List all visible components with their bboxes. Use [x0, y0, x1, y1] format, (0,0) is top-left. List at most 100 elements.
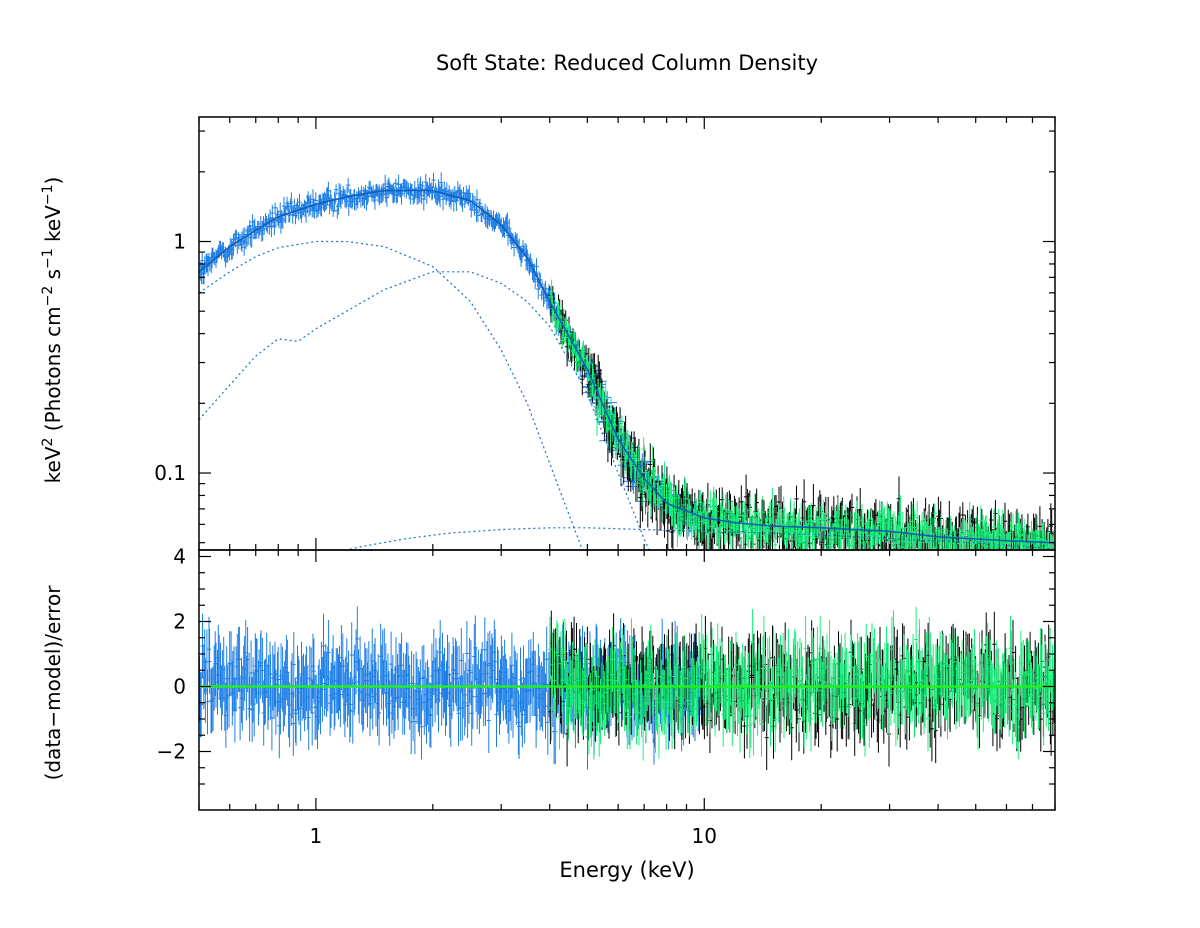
- spectrum-data-point: [913, 529, 918, 550]
- spectrum-data-point: [911, 531, 916, 550]
- residual-data-point: [249, 640, 254, 706]
- spectrum-data-point: [991, 508, 997, 550]
- residual-data-point: [1007, 671, 1012, 737]
- residual-data-point: [486, 688, 491, 753]
- spectrum-data-point: [636, 445, 641, 479]
- residual-data-point: [276, 647, 281, 712]
- spectrum-data-point: [742, 501, 747, 533]
- residual-data-point: [908, 659, 913, 725]
- residual-data-point: [857, 637, 862, 703]
- spectrum-data-point: [747, 496, 753, 526]
- residual-data-point: [992, 611, 997, 677]
- residual-data-point: [949, 639, 954, 705]
- residual-data-point: [782, 673, 786, 739]
- residual-data-point: [306, 685, 311, 750]
- spectrum-data-point: [717, 523, 722, 550]
- spectrum-data-point: [918, 523, 923, 550]
- spectrum-data-point: [858, 526, 863, 550]
- spectrum-data-point: [956, 544, 958, 550]
- residual-data-point: [848, 634, 853, 700]
- residual-frame: [198, 549, 1056, 811]
- spectrum-data-point: [310, 189, 316, 211]
- residual-data-point: [521, 645, 526, 711]
- spectrum-data-point: [924, 521, 929, 550]
- residual-series-blue: [199, 606, 706, 770]
- residual-data-point: [418, 659, 423, 725]
- residual-data-point: [547, 616, 552, 682]
- spectrum-data-point: [573, 331, 578, 357]
- residual-data-point: [311, 638, 316, 704]
- spectrum-data-point: [732, 506, 737, 537]
- x-tick-label: 1: [310, 824, 323, 848]
- spectrum-data-point: [865, 519, 870, 550]
- residual-data-point: [381, 660, 386, 726]
- residual-data-point: [609, 642, 614, 708]
- residual-data-point: [310, 680, 315, 746]
- spectrum-data-point: [812, 526, 817, 550]
- spectrum-data-point: [247, 219, 252, 233]
- spectrum-data-point: [781, 496, 786, 525]
- residual-data-point: [710, 628, 715, 694]
- spectrum-data-point: [431, 172, 436, 188]
- spectrum-data-point: [1011, 531, 1013, 550]
- spectrum-data-point: [798, 525, 803, 550]
- spectrum-data-point: [346, 178, 351, 193]
- residual-data-point: [268, 641, 272, 707]
- residual-data-point: [744, 669, 749, 735]
- residual-data-point: [767, 635, 772, 701]
- spectrum-data-point: [272, 202, 278, 214]
- spectrum-data-point: [333, 184, 339, 196]
- spectrum-data-point: [640, 474, 646, 507]
- residual-data-point: [574, 652, 579, 718]
- residual-data-point: [362, 642, 367, 708]
- residual-data-point: [495, 646, 500, 712]
- residual-data-point: [1040, 644, 1045, 710]
- spectrum-data-point: [708, 490, 713, 513]
- spectrum-data-point: [425, 182, 430, 197]
- spectrum-data-point: [608, 410, 613, 451]
- residual-data-point: [299, 641, 304, 707]
- residual-data-point: [199, 671, 204, 737]
- residual-data-point: [256, 660, 261, 726]
- spectrum-data-point: [720, 506, 725, 529]
- residual-data-point: [1025, 642, 1030, 708]
- spectrum-data-point: [915, 501, 920, 537]
- spectrum-data-point: [308, 194, 313, 211]
- spectrum-data-point: [645, 489, 650, 513]
- residual-data-point: [576, 648, 581, 714]
- residual-data-point: [348, 671, 353, 737]
- residual-data-point: [863, 691, 867, 757]
- spectrum-data-point: [737, 523, 743, 545]
- residual-data-point: [849, 623, 854, 689]
- spectrum-data-point: [794, 485, 799, 515]
- spectrum-data-point: [472, 205, 477, 216]
- spectrum-data-point: [652, 467, 657, 504]
- residual-data-point: [770, 666, 775, 732]
- spectrum-data-point: [420, 181, 425, 191]
- residual-data-point: [470, 664, 475, 730]
- residual-data-point: [933, 643, 938, 709]
- residual-data-point: [499, 635, 504, 701]
- residual-data-point: [768, 681, 773, 747]
- residual-data-point: [647, 659, 652, 725]
- spectrum-data-point: [938, 514, 944, 550]
- spectrum-data-point: [580, 365, 585, 396]
- residual-data-point: [673, 666, 678, 732]
- residual-data-point: [320, 656, 325, 722]
- spectrum-data-point: [657, 486, 662, 530]
- residual-data-point: [888, 660, 893, 726]
- residual-data-point: [827, 619, 832, 685]
- spectrum-data-point: [705, 498, 711, 529]
- spectrum-data-point: [1018, 522, 1023, 550]
- residual-data-point: [794, 677, 799, 743]
- spectrum-data-point: [810, 519, 815, 550]
- spectrum-data-point: [949, 525, 955, 550]
- spectrum-data-point: [1051, 530, 1055, 550]
- spectrum-data-point: [852, 512, 857, 550]
- residual-data-point: [817, 651, 821, 717]
- spectrum-panel: 0.11: [154, 116, 1056, 551]
- residual-data-point: [990, 663, 995, 729]
- residual-data-point: [517, 694, 522, 759]
- spectrum-data-point: [714, 498, 719, 528]
- spectrum-data-point: [1021, 541, 1023, 550]
